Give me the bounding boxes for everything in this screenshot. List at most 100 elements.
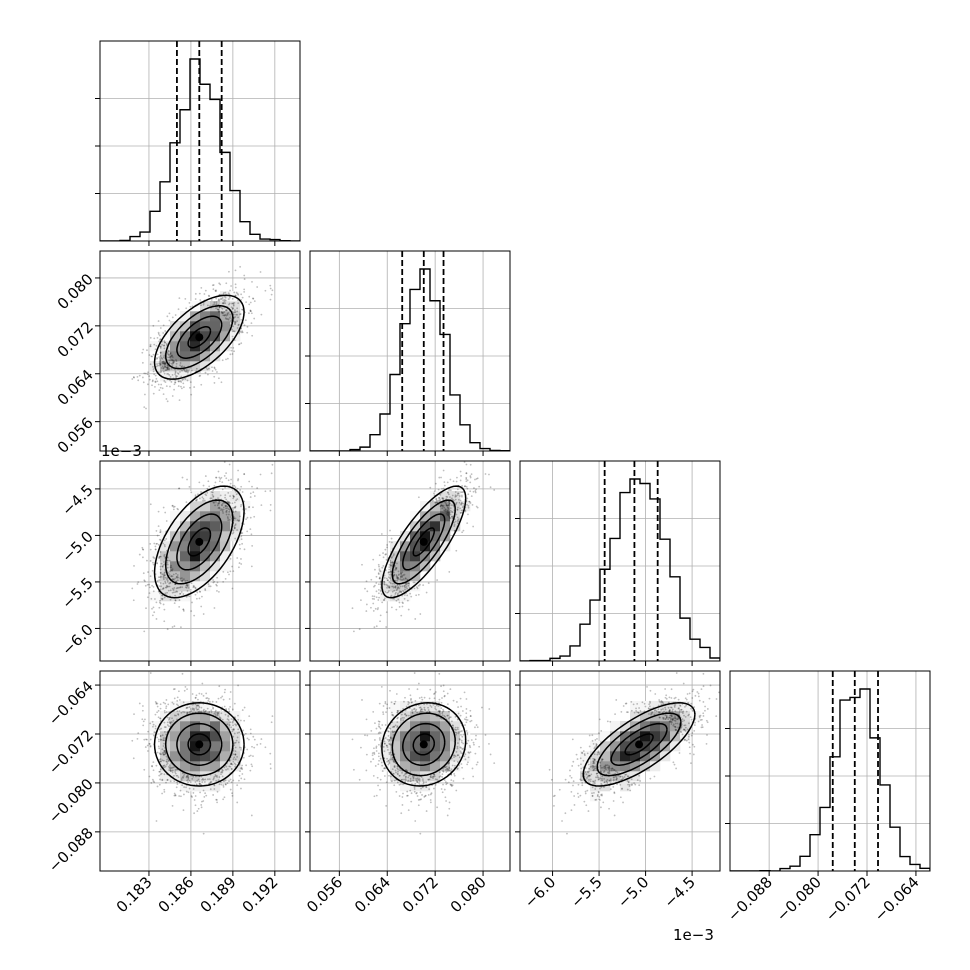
sample-point [673,706,676,708]
sample-point [619,796,622,799]
sample-point [668,720,671,723]
sample-point [180,385,182,388]
sample-point [243,290,246,293]
sample-point [230,768,233,771]
sample-point [159,717,161,720]
sample-point [221,769,224,772]
sample-point [162,701,165,704]
sample-point [183,786,186,788]
sample-point [475,488,477,491]
y-tick-label: 0.064 [54,366,97,409]
density-cell [660,741,671,752]
sample-point [155,702,158,705]
sample-point [612,769,615,771]
density-cell [220,341,231,352]
sample-point [586,770,589,773]
sample-point [179,371,181,373]
sample-point [270,721,273,724]
sample-point [377,752,380,755]
sample-point [231,794,234,797]
sample-point [215,780,218,782]
sample-point [207,294,210,297]
sample-point [259,271,262,273]
density-cell [160,551,171,562]
sample-point [144,746,147,748]
sample-point [197,710,200,713]
sample-point [575,753,578,756]
sample-point [377,588,380,591]
sample-point [402,602,404,605]
sample-point [457,712,460,715]
density-cell [160,731,171,742]
density-cell [410,581,421,592]
sample-point [240,538,243,541]
sample-point [241,491,244,493]
sample-point [174,370,177,373]
sample-point [237,469,239,472]
sample-point [625,702,628,705]
sample-point [450,768,453,771]
sample-point [175,576,178,578]
sample-point [158,362,161,365]
sample-point [158,364,161,367]
sample-point [192,792,195,794]
sample-point [380,593,383,595]
sample-point [161,357,164,360]
sample-point [232,728,235,731]
sample-point [397,576,399,579]
sample-point [397,578,400,581]
sample-point [180,381,183,383]
sample-point [208,701,211,703]
sample-point [405,583,408,586]
sample-point [638,784,641,787]
sample-point [179,593,181,595]
sample-point [595,743,598,746]
sample-point [170,569,173,571]
sample-point [422,782,425,785]
sample-point [402,719,405,722]
sample-point [224,291,227,294]
sample-point [397,574,400,576]
sample-point [386,703,389,706]
sample-point [393,765,396,768]
sample-point [159,773,162,776]
density-cell [180,541,191,552]
sample-point [170,362,173,365]
sample-point [228,780,230,783]
sample-point [244,732,247,735]
density-cell [190,321,201,332]
sample-point [460,705,462,708]
sample-point [186,371,189,374]
x-tick-label: 0.072 [399,873,442,916]
sample-point [460,502,463,505]
sample-point [649,689,652,692]
sample-point [687,722,690,725]
sample-point [394,569,396,571]
sample-point [166,585,169,588]
sample-point [180,365,183,368]
sample-point [159,582,162,584]
sample-point [154,598,156,600]
density-cell [420,771,431,782]
sample-point [154,548,157,551]
sample-point [197,708,200,711]
sample-point [474,738,477,741]
sample-point [226,782,229,785]
sample-point [148,378,151,381]
sample-point [159,351,162,354]
sample-point [600,759,603,762]
sample-point [159,588,162,591]
density-cell [200,531,211,542]
sample-point [209,781,212,783]
sample-point [184,378,187,381]
sample-point [179,586,181,589]
sample-point [190,795,193,797]
sample-point [388,576,390,579]
sample-point [184,685,187,688]
sample-point [475,763,478,766]
density-cell [220,331,231,342]
sample-point [392,773,395,775]
sample-point [186,706,189,709]
sample-point [393,553,395,556]
density-cell [210,521,221,532]
